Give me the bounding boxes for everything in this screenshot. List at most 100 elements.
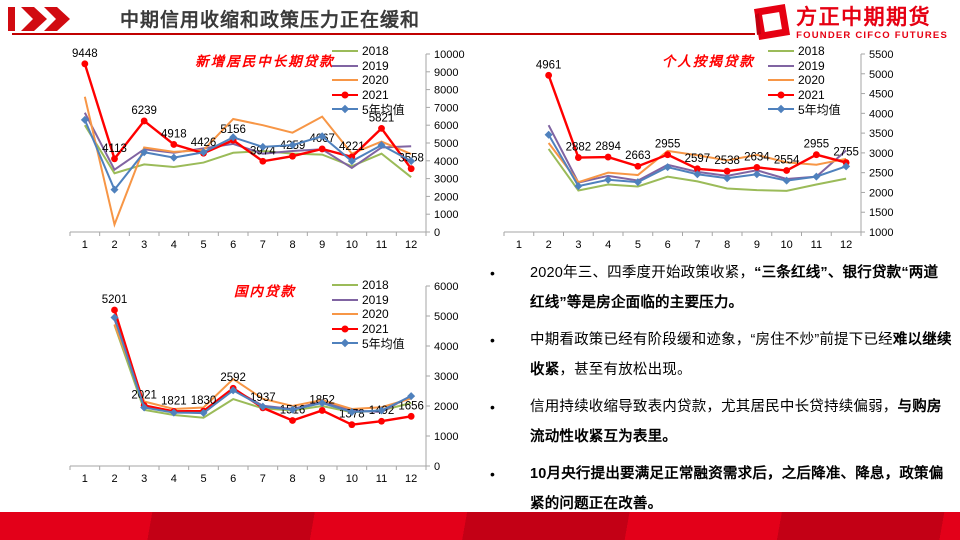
svg-text:2955: 2955 — [804, 139, 830, 151]
legend-label: 2019 — [362, 292, 389, 307]
svg-text:3500: 3500 — [869, 128, 893, 140]
chart-domestic-loans: 0 1000 2000 3000 4000 5000 6000 1 2 3 4 5 6 7 8 9 10 11 12… — [60, 272, 470, 494]
svg-text:3000: 3000 — [434, 174, 458, 186]
chart-legend: 2018 2019 2020 2021 5年均值 — [768, 44, 841, 117]
svg-text:3000: 3000 — [434, 371, 458, 383]
chart-legend: 2018 2019 2020 2021 5年均值 — [332, 278, 405, 351]
legend-item-2020: 2020 — [332, 73, 405, 88]
legend-item-2020: 2020 — [332, 307, 405, 322]
svg-text:0: 0 — [434, 461, 440, 473]
svg-text:5000: 5000 — [869, 69, 893, 81]
legend-label: 2019 — [362, 58, 389, 73]
diamond-marker-icon — [776, 105, 786, 114]
svg-text:3: 3 — [575, 239, 581, 251]
svg-text:2000: 2000 — [434, 401, 458, 413]
svg-text:1: 1 — [82, 473, 88, 485]
svg-text:7: 7 — [260, 473, 266, 485]
svg-text:6: 6 — [230, 239, 236, 251]
chart-new-household-mlt-loans: 0 1000 2000 3000 4000 5000 6000 7000 8000 9000 100… — [60, 42, 470, 258]
svg-text:8: 8 — [724, 239, 730, 251]
legend-label: 2018 — [362, 44, 389, 59]
legend-line-swatch — [332, 64, 358, 67]
svg-text:4: 4 — [605, 239, 611, 251]
svg-text:0: 0 — [434, 227, 440, 239]
svg-text:5000: 5000 — [434, 138, 458, 150]
svg-text:1: 1 — [516, 239, 522, 251]
svg-text:6239: 6239 — [131, 105, 157, 117]
svg-text:9: 9 — [754, 239, 760, 251]
chart-title: 个人按揭贷款 — [661, 54, 755, 69]
svg-text:1500: 1500 — [869, 207, 893, 219]
svg-text:10000: 10000 — [434, 49, 465, 61]
svg-text:3000: 3000 — [869, 148, 893, 160]
svg-text:5: 5 — [200, 473, 206, 485]
svg-text:8000: 8000 — [434, 85, 458, 97]
logo-text: 方正中期期货 FOUNDER CIFCO FUTURES — [796, 6, 948, 41]
legend-item-5年均值: 5年均值 — [768, 102, 841, 117]
legend-line-swatch — [332, 91, 358, 99]
legend-line-swatch — [768, 50, 794, 53]
svg-text:4426: 4426 — [191, 137, 217, 149]
svg-text:12: 12 — [405, 239, 417, 251]
svg-text:5: 5 — [635, 239, 641, 251]
bullet-dot: • — [490, 466, 495, 482]
logo-brand: 方正中期期货 — [796, 5, 932, 29]
svg-text:1830: 1830 — [191, 395, 217, 407]
chart-personal-mortgage-loans-svg: 1000 1500 2000 2500 3000 3500 4000 4500 5000 5500… — [503, 49, 893, 251]
legend-item-5年均值: 5年均值 — [332, 336, 405, 351]
svg-text:1000: 1000 — [434, 209, 458, 221]
legend-line-swatch — [768, 91, 794, 99]
legend-item-2018: 2018 — [332, 44, 405, 59]
svg-text:1: 1 — [82, 239, 88, 251]
svg-text:12: 12 — [840, 239, 852, 251]
legend-label: 5年均值 — [798, 102, 841, 117]
brand-logo: 方正中期期货 FOUNDER CIFCO FUTURES — [751, 3, 948, 43]
svg-text:4961: 4961 — [536, 59, 562, 71]
svg-text:5821: 5821 — [369, 112, 395, 124]
svg-text:2955: 2955 — [655, 139, 681, 151]
chart-personal-mortgage-loans: 1000 1500 2000 2500 3000 3500 4000 4500 5000 5500… — [490, 42, 945, 258]
bullet-dot: • — [490, 265, 495, 281]
legend-line-swatch — [332, 50, 358, 53]
svg-text:7: 7 — [694, 239, 700, 251]
legend-label: 2018 — [362, 278, 389, 293]
svg-text:6: 6 — [230, 473, 236, 485]
legend-label: 2021 — [362, 321, 389, 336]
legend-label: 2019 — [798, 58, 825, 73]
legend-label: 5年均值 — [362, 336, 405, 351]
legend-item-2018: 2018 — [332, 278, 405, 293]
svg-text:5156: 5156 — [220, 124, 246, 136]
svg-text:6000: 6000 — [434, 120, 458, 132]
svg-text:3: 3 — [141, 473, 147, 485]
svg-text:4221: 4221 — [339, 141, 365, 153]
svg-text:2882: 2882 — [566, 142, 592, 154]
svg-text:9000: 9000 — [434, 67, 458, 79]
svg-text:2000: 2000 — [869, 187, 893, 199]
svg-text:2: 2 — [111, 239, 117, 251]
bullet-dot: • — [490, 399, 495, 415]
legend-item-2020: 2020 — [768, 73, 841, 88]
legend-line-swatch — [332, 284, 358, 287]
legend-line-swatch — [332, 79, 358, 82]
svg-text:4113: 4113 — [102, 143, 127, 155]
svg-text:1821: 1821 — [161, 395, 187, 407]
svg-text:2554: 2554 — [774, 155, 800, 167]
svg-text:1000: 1000 — [869, 227, 893, 239]
legend-label: 2020 — [798, 73, 825, 88]
legend-label: 2018 — [798, 44, 825, 59]
double-chevron-right-icon — [8, 7, 70, 31]
svg-text:6000: 6000 — [434, 281, 458, 293]
svg-text:2597: 2597 — [685, 153, 711, 165]
svg-text:2592: 2592 — [220, 372, 246, 384]
bullet-text: 中期看政策已经有阶段缓和迹象，“房住不炒”前提下已经难以继续收紧，甚至有放松出现… — [530, 332, 952, 378]
circle-marker-icon — [341, 91, 349, 99]
svg-text:4500: 4500 — [869, 89, 893, 101]
legend-item-2021: 2021 — [332, 88, 405, 103]
diamond-marker-icon — [340, 339, 350, 348]
svg-text:8: 8 — [289, 239, 295, 251]
svg-text:8: 8 — [289, 473, 295, 485]
legend-label: 2021 — [362, 87, 389, 102]
svg-text:10: 10 — [346, 473, 358, 485]
